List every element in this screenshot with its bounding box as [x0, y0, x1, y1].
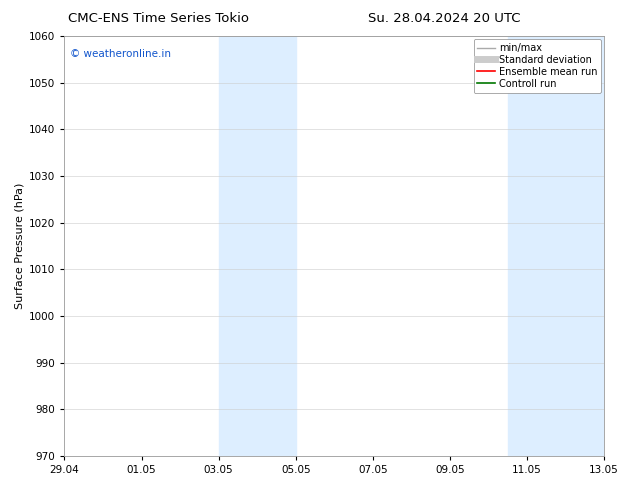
Bar	[508, 36, 604, 456]
Text: Su. 28.04.2024 20 UTC: Su. 28.04.2024 20 UTC	[368, 12, 520, 25]
Text: CMC-ENS Time Series Tokio: CMC-ENS Time Series Tokio	[68, 12, 249, 25]
Y-axis label: Surface Pressure (hPa): Surface Pressure (hPa)	[15, 183, 25, 309]
Text: © weatheronline.in: © weatheronline.in	[70, 49, 171, 59]
Bar	[219, 36, 295, 456]
Legend: min/max, Standard deviation, Ensemble mean run, Controll run: min/max, Standard deviation, Ensemble me…	[474, 39, 601, 93]
